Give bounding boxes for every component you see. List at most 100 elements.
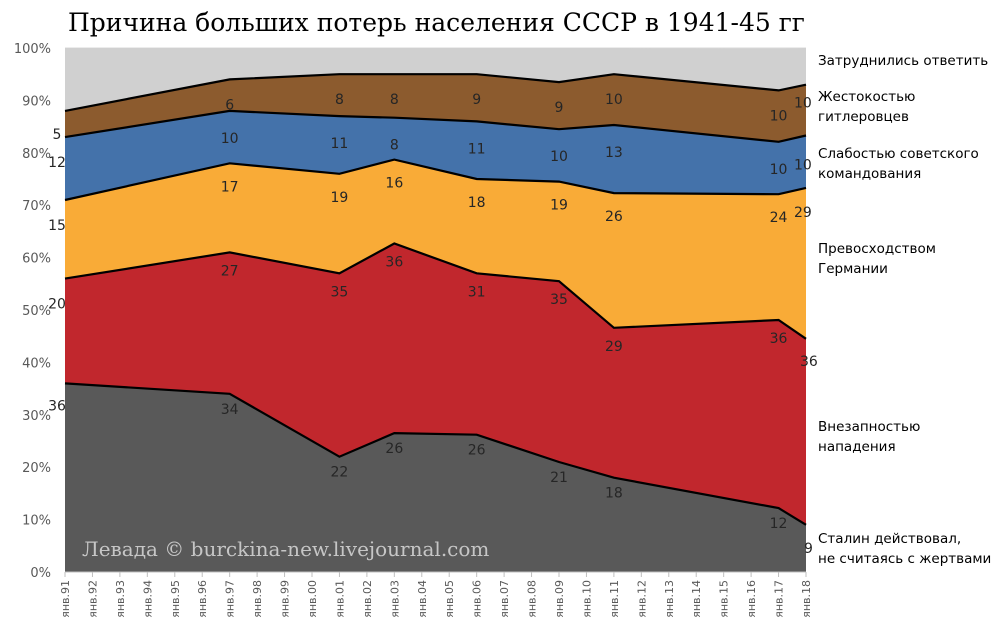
data-label: 9 (804, 541, 813, 557)
series-line-4 (64, 109, 807, 143)
series-boundary-lines (64, 73, 807, 526)
data-label: 36 (385, 254, 403, 270)
data-label: 10 (794, 158, 812, 174)
data-label: 11 (468, 141, 486, 157)
legend-label: Сталин действовал, (818, 531, 961, 547)
legend-item: Превосходством Германии (818, 241, 936, 277)
legend-label: Затруднились ответить (818, 53, 988, 69)
data-label: 15 (48, 218, 66, 234)
x-tick-label: янв.02 (361, 580, 374, 618)
data-label: 36 (48, 398, 66, 414)
x-tick-label: янв.99 (279, 580, 292, 618)
legend-label: командования (818, 166, 921, 182)
data-label: 18 (605, 486, 623, 502)
data-label: 31 (468, 284, 486, 300)
x-tick-label: янв.94 (141, 580, 154, 618)
x-tick-label: янв.04 (416, 580, 429, 618)
watermark: Левада © burckina-new.livejournal.com (82, 537, 489, 561)
x-tick-label: янв.14 (690, 580, 703, 618)
data-label: 35 (331, 284, 349, 300)
legend-label: Германии (818, 261, 888, 277)
legend-item: Жестокостью гитлеровцев (818, 89, 915, 125)
y-tick-label: 30% (22, 409, 51, 424)
data-label: 35 (550, 292, 568, 308)
x-tick-label: янв.93 (114, 580, 127, 618)
data-label: 21 (550, 470, 568, 486)
data-label: 29 (794, 205, 812, 221)
data-label: 36 (770, 331, 788, 347)
data-label: 18 (468, 195, 486, 211)
x-tick-label: янв.18 (800, 580, 813, 618)
data-label: 12 (770, 516, 788, 532)
x-tick-label: янв.92 (86, 580, 99, 618)
data-labels: 36 34 22 26 26 21 18 12 9 20 27 35 36 31 35 29 36 36 15 17 1… (48, 92, 818, 557)
y-tick-label: 90% (22, 94, 51, 109)
data-label: 34 (221, 402, 239, 418)
x-tick-label: янв.07 (498, 580, 511, 618)
data-label: 17 (221, 179, 239, 195)
area-series-4 (65, 110, 806, 200)
data-label: 6 (225, 97, 234, 113)
legend-label: Превосходством (818, 241, 936, 257)
data-label: 26 (605, 209, 623, 225)
x-tick-label: янв.09 (553, 580, 566, 618)
x-tick-label: янв.95 (169, 580, 182, 618)
x-tick-label: янв.98 (251, 580, 264, 618)
x-tick-label: янв.96 (196, 580, 209, 618)
data-label: 11 (331, 136, 349, 152)
series-line-2 (64, 242, 807, 340)
data-label: 10 (770, 162, 788, 178)
y-tick-label: 50% (22, 304, 51, 319)
data-label: 5 (53, 127, 62, 143)
x-tick-label: янв.11 (608, 580, 621, 618)
x-tick-label: янв.00 (306, 580, 319, 618)
x-tick-label: янв.13 (663, 580, 676, 618)
x-tick-label: янв.05 (443, 580, 456, 618)
x-tick-label: янв.06 (471, 580, 484, 618)
data-label: 10 (605, 92, 623, 108)
area-series-6 (65, 48, 806, 111)
data-label: 10 (770, 108, 788, 124)
y-tick-label: 100% (14, 42, 51, 57)
y-axis-ticks: 0% 10% 20% 30% 40% 50% 60% 70% 80% 90% 100% (14, 42, 51, 581)
y-tick-label: 80% (22, 147, 51, 162)
y-tick-label: 0% (30, 566, 51, 581)
x-tick-label: янв.08 (526, 580, 539, 618)
legend-item: Внезапностью нападения (818, 419, 920, 455)
data-label: 13 (605, 145, 623, 161)
y-tick-label: 20% (22, 461, 51, 476)
y-tick-label: 10% (22, 514, 51, 529)
data-label: 20 (48, 297, 66, 313)
data-label: 26 (468, 443, 486, 459)
data-label: 19 (331, 190, 349, 206)
data-label: 24 (770, 210, 788, 226)
x-axis-ticks: янв.91 янв.92 янв.93 янв.94 янв.95 янв.96 янв.… (59, 571, 813, 618)
x-tick-label: янв.12 (635, 580, 648, 618)
x-tick-label: янв.01 (333, 580, 346, 618)
chart-title: Причина больших потерь населения СССР в … (68, 8, 805, 37)
legend-item: Затруднились ответить (818, 53, 988, 69)
legend-item: Сталин действовал, не считаясь с жертвами (818, 531, 991, 567)
series-line-3 (64, 158, 807, 202)
data-label: 9 (555, 100, 564, 116)
series-line-5 (64, 73, 807, 112)
x-tick-label: янв.03 (388, 580, 401, 618)
series-line-1 (64, 382, 807, 526)
data-label: 8 (390, 92, 399, 108)
x-tick-label: янв.16 (745, 580, 758, 618)
x-tick-label: янв.97 (224, 580, 237, 618)
data-label: 16 (385, 176, 403, 192)
data-label: 10 (794, 96, 812, 112)
data-label: 29 (605, 339, 623, 355)
data-label: 26 (385, 441, 403, 457)
x-tick-label: янв.15 (718, 580, 731, 618)
data-label: 27 (221, 263, 239, 279)
data-label: 8 (335, 92, 344, 108)
x-tick-label: янв.17 (773, 580, 786, 618)
legend-label: нападения (818, 439, 896, 455)
legend-label: Внезапностью (818, 419, 920, 435)
data-label: 8 (390, 138, 399, 154)
data-label: 12 (48, 155, 66, 171)
legend-label: не считаясь с жертвами (818, 551, 991, 567)
